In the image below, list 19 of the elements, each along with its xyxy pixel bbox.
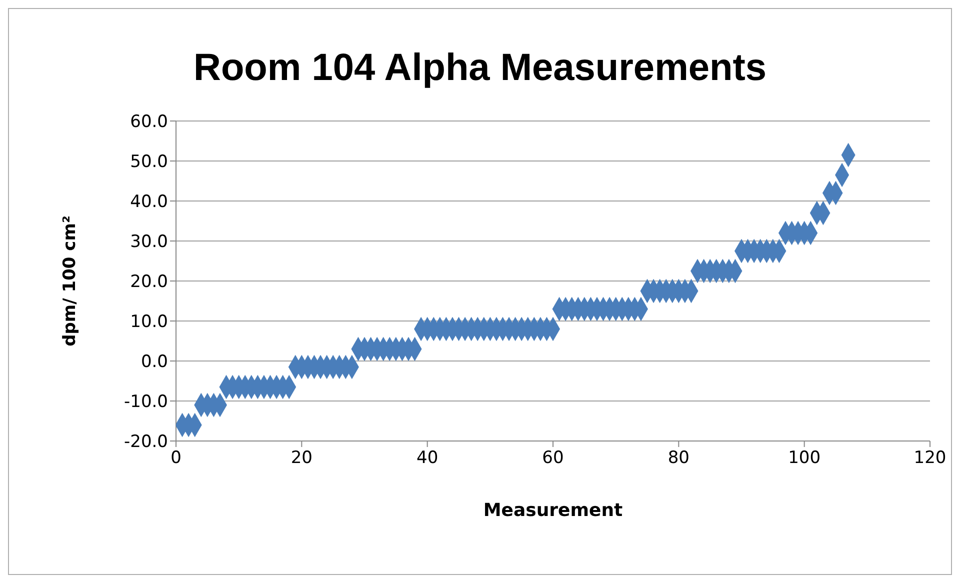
y-tick-label: 0.0 [140, 352, 168, 372]
x-tick-label: 0 [170, 448, 182, 468]
y-tick-label: 40.0 [130, 192, 168, 212]
x-axis-title: Measurement [483, 500, 624, 521]
y-tick-label: 30.0 [130, 232, 168, 252]
y-tick-label: 20.0 [130, 272, 168, 292]
chart-title: Room 104 Alpha Measurements [192, 47, 768, 90]
x-tick-label: 60 [542, 448, 564, 468]
y-tick-label: 60.0 [130, 112, 168, 132]
x-tick-label: 100 [788, 448, 821, 468]
x-tick-label: 20 [290, 448, 312, 468]
x-tick-label: 40 [416, 448, 438, 468]
x-tick-label: 80 [668, 448, 690, 468]
y-tick-label: 10.0 [130, 312, 168, 332]
y-tick-label: -10.0 [124, 392, 168, 412]
y-axis-title: dpm/ 100 cm² [60, 216, 80, 346]
x-tick-label: 120 [914, 448, 946, 468]
y-tick-label: -20.0 [124, 432, 168, 452]
y-tick-label: 50.0 [130, 152, 168, 172]
